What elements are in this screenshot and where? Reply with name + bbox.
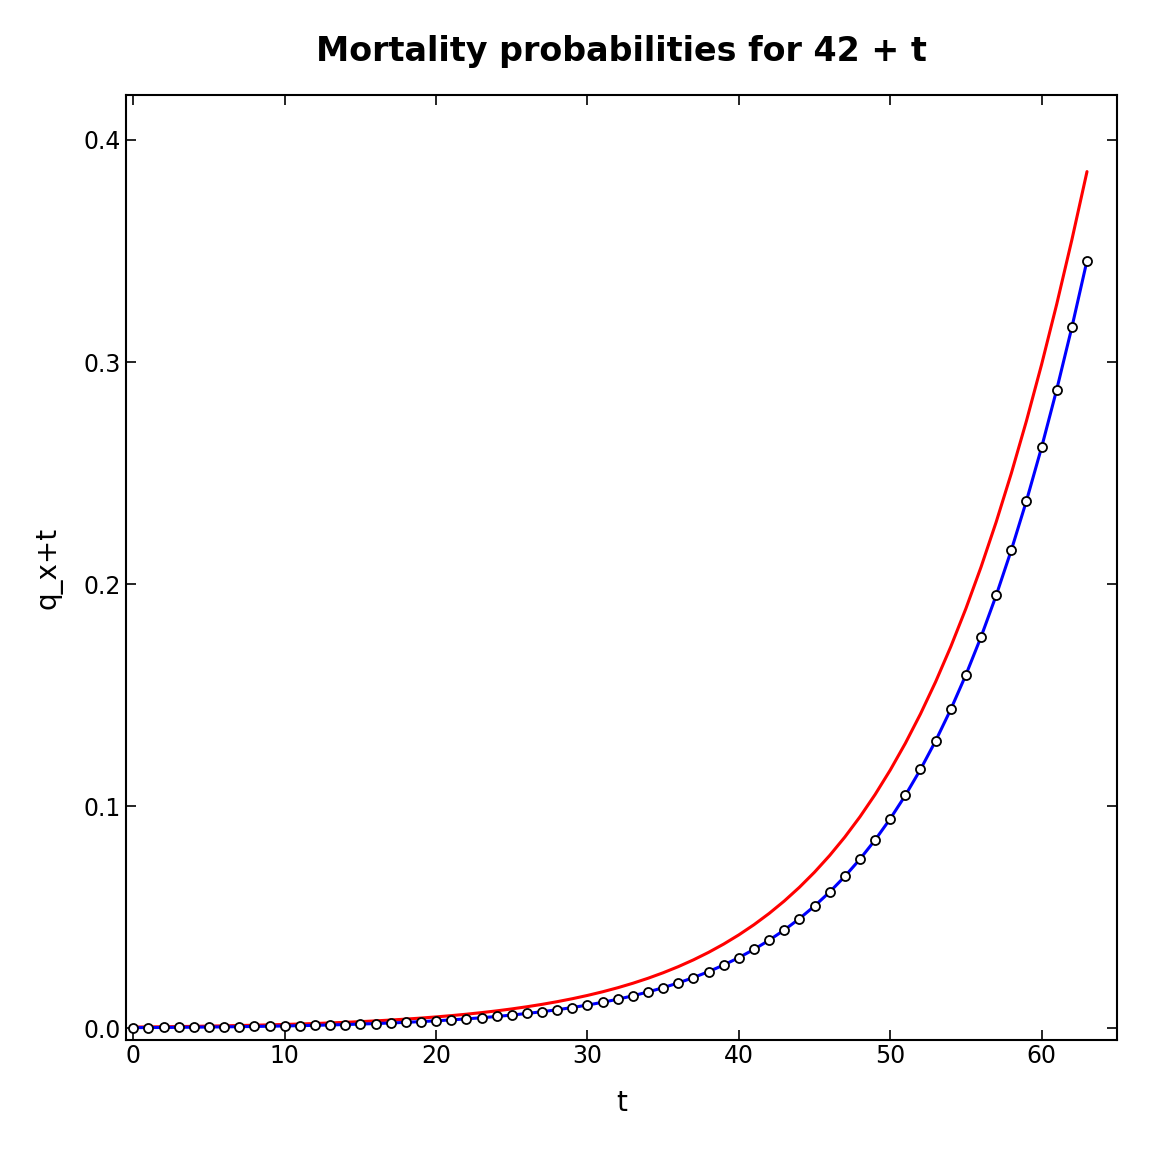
Title: Mortality probabilities for 42 + t: Mortality probabilities for 42 + t xyxy=(316,35,927,68)
Y-axis label: q_x+t: q_x+t xyxy=(35,526,62,608)
X-axis label: t: t xyxy=(616,1090,627,1117)
